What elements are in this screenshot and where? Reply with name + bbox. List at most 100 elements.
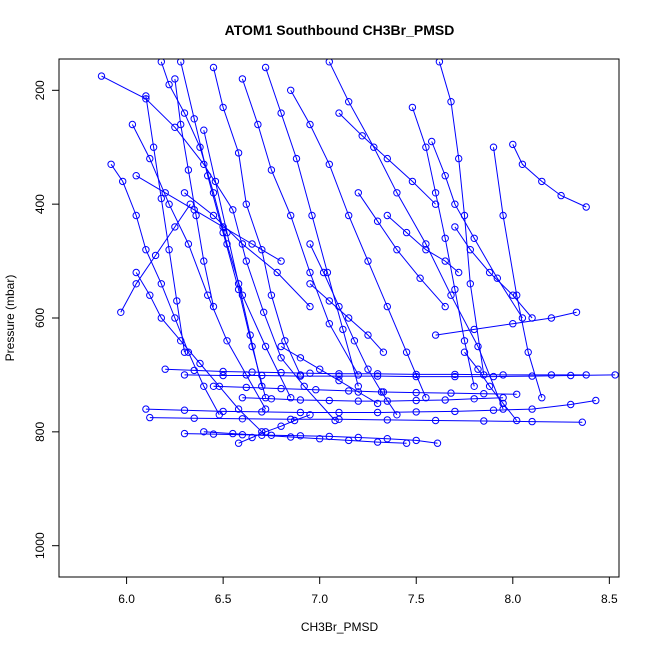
data-point <box>117 308 125 316</box>
data-point <box>513 416 521 425</box>
data-point <box>364 331 372 339</box>
data-point <box>451 407 459 416</box>
series-25 <box>209 382 521 398</box>
y-axis: 200 400 600 800 1000 <box>33 80 59 559</box>
data-point <box>171 75 179 83</box>
x-tick-label: 6.5 <box>215 592 232 606</box>
data-point <box>335 415 343 423</box>
data-point <box>119 177 127 186</box>
data-point <box>373 370 382 378</box>
data-point <box>451 285 459 294</box>
data-point <box>273 268 281 277</box>
data-point <box>431 416 440 425</box>
data-point <box>379 388 388 396</box>
data-point <box>204 172 212 180</box>
series-line <box>149 417 583 423</box>
data-point <box>277 354 285 362</box>
data-point <box>200 382 208 390</box>
data-point <box>254 120 262 129</box>
data-point <box>190 414 198 422</box>
data-point <box>142 246 150 254</box>
data-point <box>412 396 420 405</box>
data-point <box>190 366 198 375</box>
series-line <box>160 61 292 398</box>
plot-area <box>97 59 619 447</box>
data-point <box>200 428 208 436</box>
data-point <box>611 371 619 379</box>
data-point <box>242 200 251 208</box>
y-axis-label: Pressure (mbar) <box>3 275 17 362</box>
data-point <box>209 430 218 438</box>
series-line <box>493 147 543 398</box>
data-point <box>489 143 498 151</box>
data-point <box>296 432 305 440</box>
data-point <box>258 371 266 380</box>
data-point <box>165 246 173 254</box>
data-point <box>518 160 527 169</box>
data-point <box>173 297 181 305</box>
data-point <box>142 95 150 103</box>
data-point <box>422 394 430 402</box>
data-point <box>339 325 347 334</box>
chart-title: ATOM1 Southbound CH3Br_PMSD <box>225 22 455 38</box>
data-point <box>592 396 600 405</box>
series-39 <box>335 109 440 208</box>
data-point <box>422 143 430 151</box>
data-point <box>345 436 353 445</box>
series-9 <box>435 59 488 379</box>
data-point <box>499 211 507 220</box>
data-point <box>200 126 208 134</box>
series-8 <box>408 103 478 390</box>
data-point <box>335 372 343 380</box>
data-point <box>370 143 378 151</box>
data-point <box>223 337 231 345</box>
data-point <box>408 177 417 186</box>
data-point <box>435 59 444 66</box>
data-point <box>485 268 494 277</box>
data-point <box>161 189 169 197</box>
data-point <box>412 388 420 397</box>
x-tick-label: 7.5 <box>408 592 425 606</box>
series-line <box>213 385 517 395</box>
data-point <box>509 140 517 149</box>
data-point <box>547 314 556 322</box>
series-line <box>213 67 301 376</box>
data-point <box>578 418 586 426</box>
series-6 <box>287 86 430 402</box>
data-point <box>393 246 401 254</box>
y-tick-label: 200 <box>33 80 47 100</box>
data-point <box>364 257 372 265</box>
series-20 <box>142 396 600 417</box>
data-point <box>296 408 305 417</box>
data-point <box>316 365 324 373</box>
data-point <box>489 406 498 414</box>
data-point <box>219 103 227 112</box>
data-point <box>412 436 420 445</box>
data-point <box>219 367 227 376</box>
data-point <box>470 382 478 390</box>
data-point <box>312 386 320 394</box>
data-point <box>184 348 193 356</box>
series-line <box>203 431 407 444</box>
series-line <box>431 141 523 319</box>
series-line <box>512 144 587 208</box>
data-point <box>248 240 256 248</box>
series-35 <box>277 342 382 408</box>
data-point <box>234 405 243 413</box>
data-point <box>441 396 449 404</box>
data-point <box>316 435 324 443</box>
series-24 <box>238 394 507 405</box>
data-point <box>290 416 299 425</box>
data-point <box>171 223 179 231</box>
series-line <box>203 130 263 387</box>
data-point <box>582 203 590 211</box>
data-point <box>412 370 420 379</box>
data-point <box>354 388 362 396</box>
data-point <box>281 337 289 345</box>
data-point <box>364 365 372 373</box>
data-point <box>460 337 469 345</box>
data-point <box>323 268 332 277</box>
data-point <box>345 387 353 395</box>
data-point <box>277 257 285 265</box>
data-point <box>246 331 254 339</box>
